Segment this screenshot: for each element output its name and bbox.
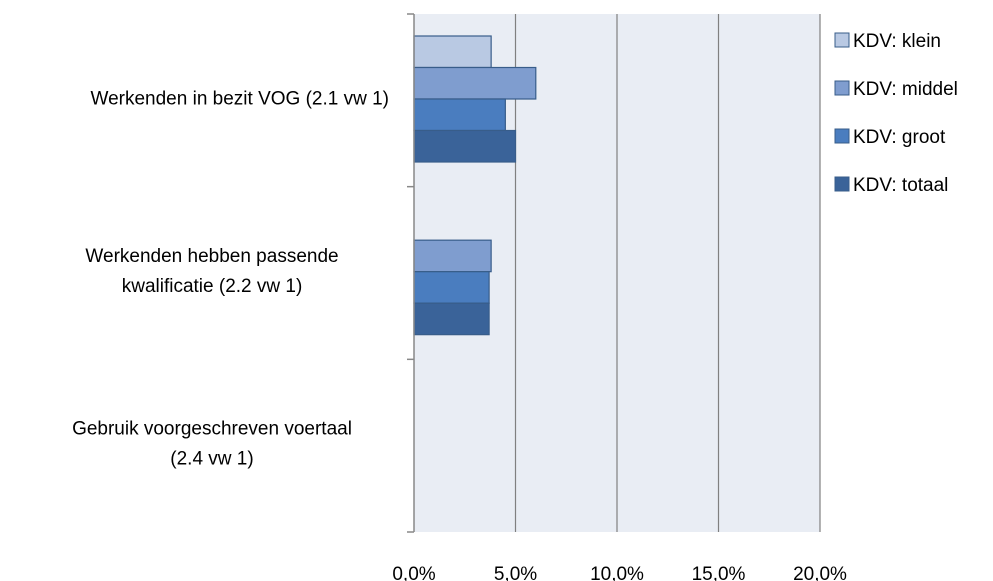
gridlines [514,14,821,532]
x-tick-label: 5,0% [494,564,537,581]
x-tick-label: 20,0% [793,564,847,581]
legend-label: KDV: groot [853,127,946,148]
category-label: kwalificatie (2.2 vw 1) [122,276,303,297]
category-label: Gebruik voorgeschreven voertaal [72,419,352,440]
axes [407,13,415,533]
bar [413,271,490,304]
x-tick-labels: 0,0% 5,0% 10,0% 15,0% 20,0% [392,564,847,581]
category-labels: Werkenden in bezit VOG (2.1 vw 1) Werkend… [72,88,389,469]
legend-swatch [834,32,850,48]
legend: KDV: klein KDV: middel KDV: groot KDV: tota… [834,31,958,196]
x-tick-label: 15,0% [692,564,746,581]
bar [413,302,490,336]
x-tick-label: 10,0% [590,564,644,581]
bar [413,35,492,69]
bars [413,35,537,336]
bar [413,98,506,132]
category-label: Werkenden in bezit VOG (2.1 vw 1) [91,88,390,109]
category-label: (2.4 vw 1) [170,449,253,470]
bar [413,239,492,273]
legend-swatch [834,80,850,96]
x-tick-label: 0,0% [392,564,435,581]
legend-label: KDV: middel [853,79,958,100]
legend-label: KDV: klein [853,31,941,52]
legend-label: KDV: totaal [853,175,948,196]
legend-swatch [834,128,850,144]
bar [413,129,517,163]
legend-swatch [834,176,850,192]
category-label: Werkenden hebben passende [85,246,338,267]
bar [413,66,537,100]
